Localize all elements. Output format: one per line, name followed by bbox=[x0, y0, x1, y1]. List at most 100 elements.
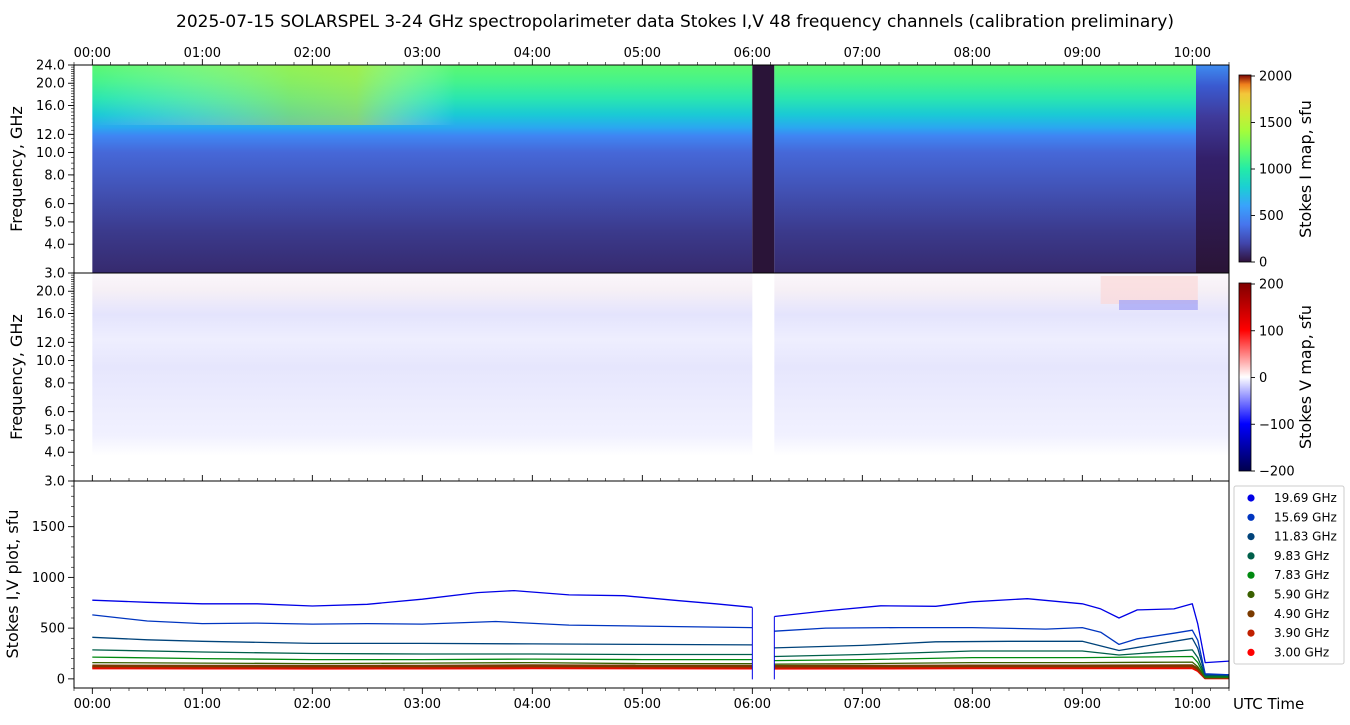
stokes-iv-x-tick-label: 06:00 bbox=[734, 697, 771, 712]
stokes-v-map-panel: 3.0 4.0 5.0 6.0 8.0 10.0 12.0 16.0 20.0 Frequenc… bbox=[7, 272, 1230, 490]
stokes-v-y-tick-label: 3.0 bbox=[44, 475, 65, 490]
legend-label: 15.69 GHz bbox=[1274, 510, 1337, 524]
stokes-v-negative-band bbox=[1119, 300, 1198, 310]
stokes-i-line-1183 bbox=[92, 636, 1229, 676]
stokes-v-colorbar: 200 100 0 −100 −200 Stokes V map, sfu bbox=[1238, 278, 1315, 480]
stokes-iv-x-tick-label: 02:00 bbox=[294, 697, 331, 712]
stokes-i-y-tick-label: 16.0 bbox=[36, 99, 65, 114]
legend-label: 9.83 GHz bbox=[1274, 549, 1329, 563]
legend-label: 4.90 GHz bbox=[1274, 607, 1329, 621]
stokes-i-y-tick-label: 20.0 bbox=[36, 77, 65, 92]
legend-label: 7.83 GHz bbox=[1274, 568, 1329, 582]
stokes-i-data-gap bbox=[752, 65, 775, 273]
legend-marker bbox=[1247, 513, 1255, 521]
stokes-iv-y-tick-label: 1000 bbox=[32, 571, 65, 586]
stokes-i-top-x-tick-label: 08:00 bbox=[954, 46, 991, 61]
legend-label: 11.83 GHz bbox=[1274, 530, 1337, 544]
stokes-i-line-300 bbox=[92, 666, 1229, 680]
stokes-iv-x-tick-label: 03:00 bbox=[404, 697, 441, 712]
stokes-v-field bbox=[92, 273, 1229, 481]
stokes-i-y-tick-label: 3.0 bbox=[44, 267, 65, 282]
stokes-iv-x-tick-label: 04:00 bbox=[514, 697, 551, 712]
stokes-i-line-590 bbox=[92, 661, 1229, 678]
stokes-iv-y-ticks: 0 500 1000 1500 bbox=[32, 485, 74, 687]
stokes-i-y-tick-label: 5.0 bbox=[44, 215, 65, 230]
stokes-i-highfreq-brightening bbox=[92, 65, 753, 125]
stokes-i-colorbar-tick-label: 1000 bbox=[1259, 163, 1292, 178]
stokes-i-top-x-tick-label: 05:00 bbox=[624, 46, 661, 61]
legend-label: 3.00 GHz bbox=[1274, 645, 1329, 659]
stokes-v-data-gap bbox=[752, 273, 775, 481]
stokes-iv-lines bbox=[92, 481, 1229, 688]
stokes-iv-y-tick-label: 1500 bbox=[32, 520, 65, 535]
stokes-iv-x-tick-label: 00:00 bbox=[74, 697, 111, 712]
stokes-i-colorbar-tick-label: 0 bbox=[1259, 256, 1267, 271]
stokes-i-y-tick-label: 8.0 bbox=[44, 168, 65, 183]
stokes-v-colorbar-tick-label: 100 bbox=[1259, 324, 1284, 339]
stokes-v-y-tick-label: 12.0 bbox=[36, 336, 65, 351]
legend-label: 19.69 GHz bbox=[1274, 491, 1337, 505]
stokes-iv-y-tick-label: 0 bbox=[57, 672, 65, 687]
stokes-v-y-tick-label: 6.0 bbox=[44, 405, 65, 420]
stokes-i-end-segment bbox=[1196, 65, 1229, 273]
stokes-iv-x-tick-label: 05:00 bbox=[624, 697, 661, 712]
stokes-v-colorbar-gradient bbox=[1238, 282, 1252, 472]
stokes-i-line-1569 bbox=[92, 614, 1229, 676]
stokes-v-y-tick-label: 5.0 bbox=[44, 423, 65, 438]
stokes-v-colorbar-tick-label: 0 bbox=[1259, 371, 1267, 386]
stokes-i-y-tick-label: 24.0 bbox=[36, 59, 65, 74]
legend-marker bbox=[1247, 590, 1255, 599]
stokes-v-y-tick-label: 10.0 bbox=[36, 354, 65, 369]
stokes-i-top-x-tick-label: 09:00 bbox=[1064, 46, 1101, 61]
legend-marker bbox=[1247, 571, 1255, 579]
legend-label: 3.90 GHz bbox=[1274, 626, 1329, 640]
stokes-i-y-ticks: 3.0 4.0 5.0 6.0 8.0 10.0 12.0 16.0 20.0 24.0 bbox=[36, 59, 74, 282]
stokes-i-top-x-tick-label: 02:00 bbox=[294, 46, 331, 61]
legend-marker bbox=[1247, 629, 1255, 637]
stokes-v-y-ticks: 3.0 4.0 5.0 6.0 8.0 10.0 12.0 16.0 20.0 bbox=[36, 272, 74, 490]
stokes-iv-data-gap bbox=[752, 481, 775, 688]
stokes-i-line-983 bbox=[92, 649, 1229, 677]
legend-label: 5.90 GHz bbox=[1274, 588, 1329, 602]
stokes-v-colorbar-ticks: 200 100 0 −100 −200 bbox=[1251, 278, 1295, 480]
stokes-v-y-tick-label: 16.0 bbox=[36, 307, 65, 322]
stokes-i-colorbar-tick-label: 500 bbox=[1259, 209, 1284, 224]
stokes-i-top-x-tick-label: 01:00 bbox=[184, 46, 221, 61]
chart-title: 2025-07-15 SOLARSPEL 3-24 GHz spectropol… bbox=[176, 12, 1174, 32]
stokes-i-heatmap-image bbox=[92, 65, 1229, 273]
stokes-iv-line-panel: 0 500 1000 1500 00:00 01:00 02:00 03:00 04:00 05… bbox=[3, 480, 1304, 713]
stokes-iv-ylabel: Stokes I,V plot, sfu bbox=[3, 510, 22, 659]
stokes-iv-x-tick-label: 10:00 bbox=[1174, 697, 1211, 712]
stokes-i-y-tick-label: 4.0 bbox=[44, 238, 65, 253]
stokes-v-y-tick-label: 20.0 bbox=[36, 285, 65, 300]
legend-items: 19.69 GHz 15.69 GHz 11.83 GHz 9.83 GHz 7.83 … bbox=[1247, 491, 1337, 659]
stokes-i-colorbar: 2000 1500 1000 500 0 Stokes I map, sfu bbox=[1238, 70, 1315, 271]
stokes-iv-x-tick-label: 09:00 bbox=[1064, 697, 1101, 712]
stokes-iv-x-tick-label: 08:00 bbox=[954, 697, 991, 712]
stokes-i-y-tick-label: 12.0 bbox=[36, 128, 65, 143]
stokes-i-top-x-tick-label: 07:00 bbox=[844, 46, 881, 61]
stokes-v-y-tick-label: 8.0 bbox=[44, 376, 65, 391]
stokes-iv-x-tick-label: 07:00 bbox=[844, 697, 881, 712]
stokes-i-line-1969 bbox=[92, 589, 1229, 664]
stokes-iv-y-tick-label: 500 bbox=[40, 622, 65, 637]
stokes-i-ylabel: Frequency, GHz bbox=[7, 106, 26, 232]
stokes-iv-x-ticks: 00:00 01:00 02:00 03:00 04:00 05:00 06:00 07:00… bbox=[74, 688, 1230, 712]
stokes-i-y-tick-label: 6.0 bbox=[44, 197, 65, 212]
stokes-i-colorbar-tick-label: 2000 bbox=[1259, 70, 1292, 85]
stokes-i-colorbar-gradient bbox=[1238, 74, 1252, 263]
stokes-iv-x-tick-label: 01:00 bbox=[184, 697, 221, 712]
stokes-iv-frame bbox=[73, 480, 1230, 689]
stokes-v-ylabel: Frequency, GHz bbox=[7, 314, 26, 440]
stokes-i-top-x-ticks: 00:00 01:00 02:00 03:00 04:00 05:00 06:00 07:00… bbox=[74, 46, 1230, 65]
stokes-v-colorbar-tick-label: −100 bbox=[1259, 418, 1295, 433]
utc-time-xlabel: UTC Time bbox=[1233, 695, 1304, 713]
stokes-i-y-tick-label: 10.0 bbox=[36, 146, 65, 161]
stokes-v-colorbar-label: Stokes V map, sfu bbox=[1296, 305, 1315, 449]
stokes-v-y-tick-label: 4.0 bbox=[44, 446, 65, 461]
stokes-i-top-x-tick-label: 04:00 bbox=[514, 46, 551, 61]
stokes-i-top-x-tick-label: 06:00 bbox=[734, 46, 771, 61]
legend-marker bbox=[1247, 533, 1255, 541]
stokes-i-segment-2 bbox=[774, 65, 1196, 273]
